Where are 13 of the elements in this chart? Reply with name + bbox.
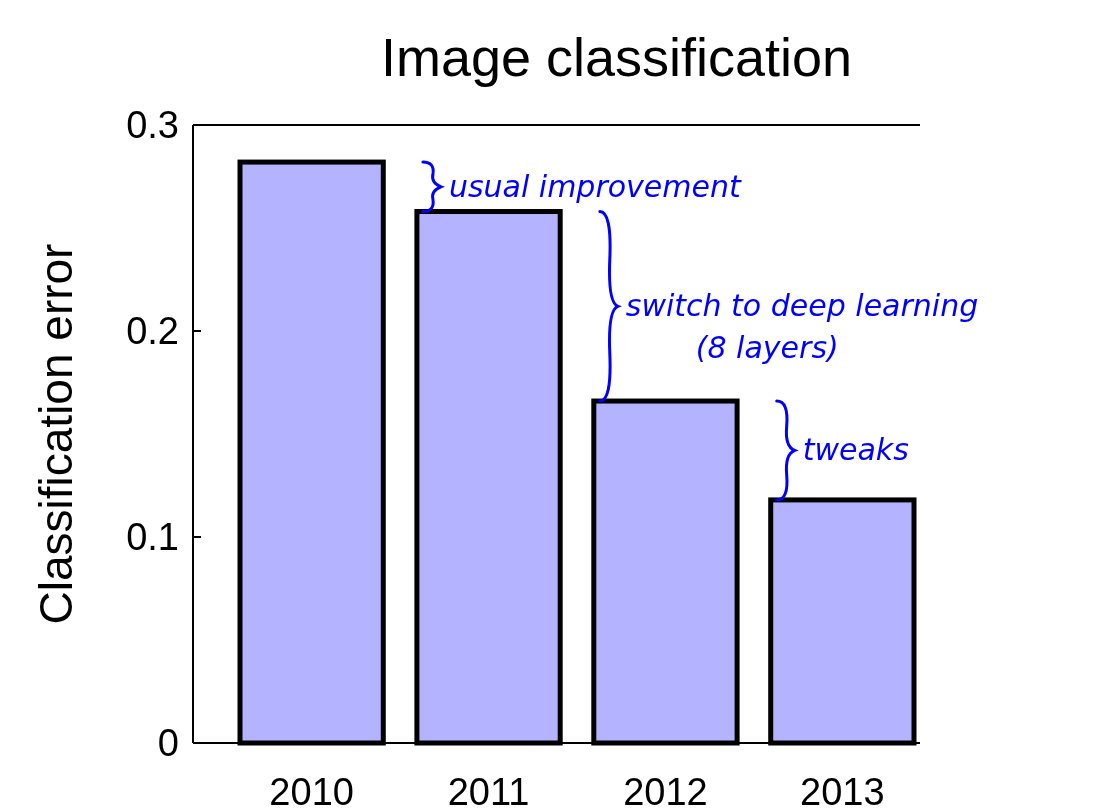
annotation: usual improvement <box>448 168 743 204</box>
chart-title: Image classification <box>380 27 853 87</box>
annotation: switch to deep learning (8 layers) <box>625 288 979 366</box>
y-tick-label: 0.3 <box>126 104 179 147</box>
x-tick-label: 2010 <box>269 771 354 811</box>
y-axis-title: Classification error <box>30 243 82 625</box>
x-tick-label: 2011 <box>447 771 530 811</box>
y-tick-label: 0 <box>157 722 179 765</box>
annotation: tweaks <box>802 432 909 468</box>
x-tick-label: 2012 <box>623 771 708 811</box>
y-tick-label: 0.2 <box>126 310 179 353</box>
y-tick-label: 0.1 <box>126 516 179 559</box>
x-tick-label: 2013 <box>800 771 885 811</box>
